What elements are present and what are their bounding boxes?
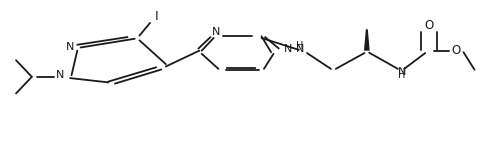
Text: H: H [398,70,406,80]
Text: N: N [397,67,406,77]
Text: I: I [155,10,158,23]
Text: N: N [212,27,220,37]
Polygon shape [364,29,370,51]
Text: O: O [452,44,461,57]
Text: N: N [296,44,304,54]
Text: H: H [296,41,303,51]
Text: N: N [284,44,292,54]
Text: N: N [66,42,74,52]
Text: O: O [424,19,433,32]
Text: N: N [56,70,65,80]
